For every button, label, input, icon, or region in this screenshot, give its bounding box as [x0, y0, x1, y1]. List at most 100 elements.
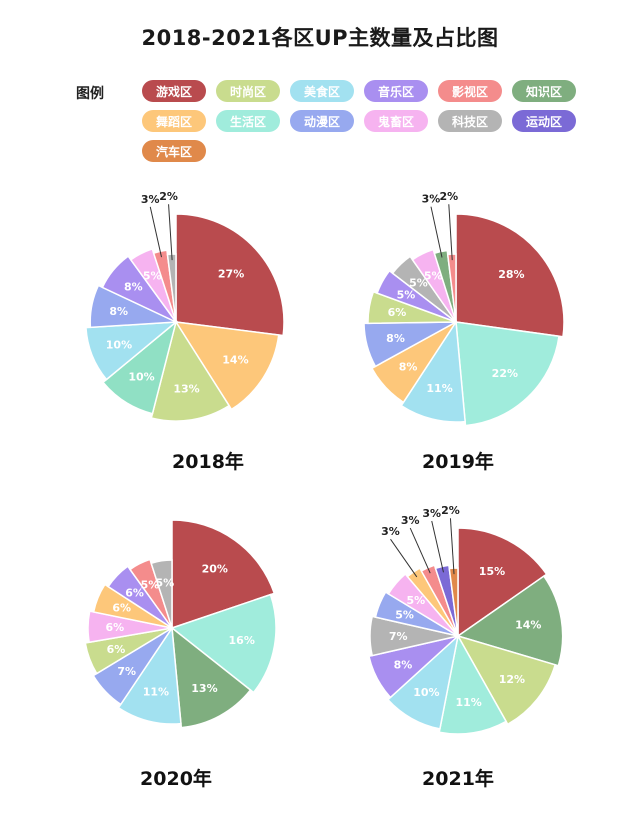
slice-label: 5%	[155, 576, 174, 589]
pie-slice	[363, 321, 457, 368]
slice-label: 22%	[492, 367, 518, 380]
callout-label: 3%	[401, 514, 420, 527]
slice-label: 13%	[191, 682, 217, 695]
pie-slice	[369, 615, 459, 657]
pie-slice	[400, 319, 466, 423]
year-label: 2018年	[172, 450, 244, 473]
slice-label: 27%	[218, 267, 244, 280]
pie-slice	[117, 625, 182, 725]
pie-slice	[89, 284, 177, 329]
pie-slice	[102, 319, 178, 415]
slice-label: 6%	[125, 586, 144, 599]
slice-label: 8%	[124, 281, 143, 294]
pie-slice	[175, 213, 285, 337]
slice-label: 28%	[498, 268, 524, 281]
legend-item: 动漫区	[290, 110, 354, 132]
pie-slice	[150, 320, 231, 422]
slice-label: 5%	[397, 288, 416, 301]
chart-title: 2018-2021各区UP主数量及占比图	[141, 26, 499, 50]
slice-label: 11%	[426, 382, 452, 395]
pie-slice	[438, 633, 508, 735]
slice-label: 15%	[479, 565, 505, 578]
legend-item: 游戏区	[142, 80, 206, 102]
legend-item: 舞蹈区	[142, 110, 206, 132]
slice-label: 5%	[395, 608, 414, 621]
pie-slice	[85, 321, 179, 381]
pie-slice	[171, 626, 252, 729]
legend-item: 音乐区	[364, 80, 428, 102]
pie-slice	[107, 565, 173, 629]
callout-label: 3%	[381, 525, 400, 538]
pie-slice	[129, 247, 177, 323]
slice-label: 10%	[128, 370, 154, 383]
callout-line	[448, 204, 453, 261]
slice-label: 7%	[389, 630, 408, 643]
year-label: 2020年	[140, 767, 212, 790]
legend-item: 运动区	[512, 110, 576, 132]
slice-label: 12%	[499, 673, 525, 686]
pie-slice	[456, 634, 557, 726]
pie-slice	[170, 593, 277, 694]
year-label: 2021年	[422, 767, 494, 790]
legend-item: 鬼畜区	[364, 110, 428, 132]
slice-label: 16%	[229, 634, 255, 647]
legend-item: 科技区	[438, 110, 502, 132]
pie-slice	[455, 213, 565, 338]
legend-label: 图例	[76, 86, 104, 102]
slice-label: 7%	[117, 665, 136, 678]
pie-slice	[391, 255, 457, 323]
callout-line	[168, 204, 173, 261]
callout-label: 2%	[159, 190, 178, 203]
legend-item: 时尚区	[216, 80, 280, 102]
pie-chart: 27%14%13%10%10%8%8%5%3% 2%	[85, 190, 285, 422]
slice-label: 5%	[424, 270, 443, 283]
slice-label: 6%	[388, 306, 407, 319]
pie-slice	[376, 269, 457, 323]
legend-item: 知识区	[512, 80, 576, 102]
pie-slice	[174, 321, 280, 411]
pie-slice	[457, 527, 548, 638]
slice-label: 20%	[202, 562, 228, 575]
slice-label: 10%	[413, 686, 439, 699]
pie-slice	[87, 610, 173, 644]
legend-item: 汽车区	[142, 140, 206, 162]
pie-chart: 28%22%11%8%8%6%5%5%5%3% 2%	[363, 190, 565, 427]
slice-label: 11%	[143, 685, 169, 698]
pie-slice	[128, 558, 173, 629]
slice-label: 14%	[515, 619, 541, 632]
slice-label: 5%	[141, 578, 160, 591]
pie-slice	[386, 633, 460, 730]
callout-label: 2%	[439, 190, 458, 203]
slice-label: 6%	[107, 643, 126, 656]
callout-label: 2%	[441, 504, 460, 517]
slice-label: 5%	[143, 269, 162, 282]
callout-label: 3%	[141, 193, 160, 206]
callout-line	[390, 538, 418, 578]
slice-label: 14%	[222, 354, 248, 367]
slice-label: 13%	[173, 383, 199, 396]
pie-slice	[92, 627, 173, 706]
pie-slice	[387, 573, 459, 637]
pie-slice	[171, 519, 276, 630]
legend-item: 美食区	[290, 80, 354, 102]
legend-item: 生活区	[216, 110, 280, 132]
pie-slice	[370, 321, 457, 404]
callout-line	[431, 520, 444, 573]
callout-line	[430, 206, 443, 258]
callout-label: 3%	[422, 193, 441, 206]
slice-label: 8%	[399, 360, 418, 373]
slice-label: 11%	[455, 696, 481, 709]
callout-label: 3%	[422, 507, 441, 520]
slice-label: 6%	[112, 601, 131, 614]
pie-chart: 20%16%13%11%7%6%6%6%6%5%5%	[84, 519, 277, 729]
callout-line	[409, 527, 431, 574]
pie-slice	[150, 559, 173, 629]
pie-slice	[101, 255, 177, 323]
legend-item: 影视区	[438, 80, 502, 102]
callout-line	[449, 518, 455, 575]
slice-label: 10%	[106, 339, 132, 352]
callout-line	[149, 206, 162, 258]
pie-slice	[411, 248, 457, 323]
year-label: 2019年	[422, 450, 494, 473]
legend: 游戏区 时尚区 美食区 音乐区 影视区 知识区舞蹈区 生活区 动漫区 鬼畜区 科技区 运动区汽车区	[142, 80, 582, 162]
